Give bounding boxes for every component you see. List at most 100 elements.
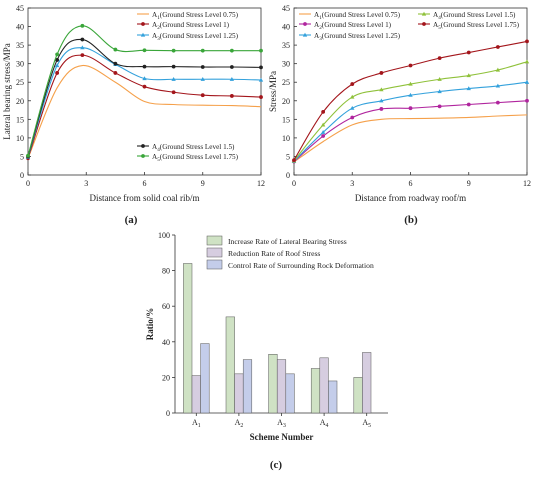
- panel-a-series-2-point: [113, 71, 118, 75]
- panel-c-legend-swatch-3: [206, 259, 223, 270]
- panel-a-line-chart: 0 3 6 9 12 0 5 10 15 20 25 30 35 40 45 Distance from so…: [2, 4, 265, 203]
- panel-b-legend-marker-5: [422, 22, 426, 26]
- panel-b-series-3-point: [495, 83, 501, 88]
- panel-a-series-line-4: [27, 38, 262, 157]
- panel-b-series-2-point: [408, 106, 413, 111]
- panel-b-series-3-point: [466, 86, 471, 91]
- panel-b-series-4-point: [379, 87, 384, 92]
- panel-a-series-5-point: [171, 48, 176, 53]
- panel-a-legend-label-4: A4(Ground Stress Level 1.5): [152, 143, 235, 153]
- panel-c-bar-s3: [328, 380, 338, 414]
- panel-b-series-2-point: [379, 107, 384, 111]
- panel-a-series-5-point: [26, 153, 30, 158]
- panel-b-series-2-point: [437, 104, 442, 109]
- panel-c-bar-s1: [353, 377, 363, 414]
- panel-c-category-label: A4: [320, 418, 329, 429]
- panel-b-series-3-point: [437, 89, 442, 94]
- panel-a-series-3-point: [80, 45, 85, 50]
- panel-b-series-5-point: [408, 63, 413, 68]
- panel-a-y-tick-label: 0: [20, 171, 24, 180]
- panel-b-y-tick-label: 20: [282, 97, 290, 106]
- panel-a-y-tick-label: 25: [16, 78, 24, 87]
- panel-c-y-tick-label: 0: [166, 409, 170, 418]
- panel-a-series-2-point: [229, 94, 234, 98]
- panel-a-series-2-point: [142, 84, 147, 89]
- panel-b-legend-label-2: A2(Ground Stress Level 1): [314, 21, 392, 31]
- panel-b-series-5-point: [466, 50, 471, 55]
- panel-c-category-label: A2: [235, 418, 244, 429]
- panel-a-legend-marker-4: [141, 144, 145, 148]
- panel-b-series-4-point: [320, 122, 326, 127]
- panel-b-y-tick-label: 25: [282, 78, 290, 87]
- panel-b-series-4-point: [408, 81, 413, 86]
- panel-c-legend-swatch-1: [206, 235, 223, 246]
- panel-a-y-tick-label: 35: [16, 41, 24, 50]
- panel-b-y-tick-label: 5: [286, 152, 290, 161]
- panel-b-y-tick-label: 10: [282, 134, 290, 143]
- panel-a-series-4-point: [142, 64, 147, 69]
- panel-a-legend-label-3: A3(Ground Stress Level 1.25): [152, 32, 239, 42]
- panel-c-bar-s2: [276, 359, 287, 414]
- panel-b-series-5-point: [321, 110, 326, 114]
- panel-c-bar-s3: [200, 343, 210, 414]
- panel-c-y-tick-label: 100: [158, 231, 170, 240]
- panel-b-series-3-point: [524, 79, 530, 84]
- panel-a-series-5-point: [113, 47, 118, 52]
- panel-a-series-3-point: [54, 63, 60, 68]
- panel-b-series-5-point: [379, 71, 384, 75]
- panel-a-y-tick-label: 20: [16, 97, 24, 106]
- panel-b-legend-label-3: A3(Ground Stress Level 1.25): [314, 32, 401, 42]
- panel-a-legend-label-1: A1(Ground Stress Level 0.75): [152, 11, 239, 21]
- panel-c-bar-s3: [242, 359, 253, 414]
- panel-b-y-axis-label: Stress/MPa: [268, 71, 278, 112]
- panel-b-series-4-point: [350, 94, 355, 99]
- panel-a-series-5-point: [142, 48, 147, 53]
- panel-a-x-tick-label: 6: [143, 179, 147, 188]
- panel-a-series-4-point: [80, 37, 85, 42]
- panel-c-y-tick-label: 20: [162, 373, 170, 382]
- panel-b-series-5-point: [525, 39, 529, 44]
- panel-c-legend-swatch-2: [206, 247, 223, 258]
- panel-a-series-4-point: [200, 65, 205, 69]
- panel-c-legend-label-2: Reduction Rate of Roof Stress: [228, 249, 320, 258]
- panel-b-series-4-point: [466, 73, 471, 78]
- panel-c-category-label: A3: [277, 418, 286, 429]
- panel-b-y-tick-label: 45: [282, 4, 290, 13]
- panel-c-bar-s1: [310, 368, 321, 414]
- panel-a-x-tick-label: 3: [84, 179, 88, 188]
- panel-c-y-axis-label: Ratio/%: [145, 308, 155, 341]
- panel-b-legend-marker-4: [421, 11, 427, 16]
- panel-a-series-5-point: [80, 23, 85, 28]
- panel-b-label: (b): [404, 214, 418, 226]
- panel-a-y-tick-label: 10: [16, 134, 24, 143]
- panel-b-x-tick-label: 12: [523, 179, 531, 188]
- panel-c-y-tick-label: 60: [162, 302, 170, 311]
- panel-b-series-5-point: [292, 158, 296, 163]
- panel-b-x-tick-label: 9: [467, 179, 471, 188]
- panel-a-series-4-point: [229, 65, 234, 69]
- panel-b-series-5-point: [495, 45, 500, 49]
- panel-b-y-tick-label: 35: [282, 41, 290, 50]
- panel-b-series-4-point: [437, 76, 442, 81]
- panel-b-y-tick-label: 30: [282, 60, 290, 69]
- panel-b-legend-label-1: A1(Ground Stress Level 0.75): [314, 11, 401, 21]
- panel-c-y-tick-label: 40: [162, 338, 170, 347]
- panel-c-category-label: A5: [362, 418, 371, 429]
- panel-b-x-tick-label: 6: [409, 179, 413, 188]
- panel-a-series-5-point: [259, 48, 263, 53]
- panel-c-bar-s2: [234, 373, 244, 414]
- panel-b-series-3-point: [408, 92, 413, 97]
- panel-c-bar-s1: [225, 316, 235, 414]
- panel-c-bar-s2: [319, 357, 329, 414]
- panel-a-y-tick-label: 30: [16, 60, 24, 69]
- panel-a-series-3-point: [171, 76, 176, 81]
- panel-a-x-axis-label: Distance from solid coal rib/m: [90, 193, 200, 203]
- panel-a-series-line-5: [27, 25, 261, 156]
- panel-b-y-tick-label: 40: [282, 23, 290, 32]
- panel-b-series-3-point: [320, 130, 326, 134]
- panel-a-series-2-point: [80, 53, 85, 58]
- panel-b-series-2-point: [495, 100, 500, 105]
- panel-c-category-label: A1: [192, 418, 201, 429]
- panel-a-y-tick-label: 5: [20, 152, 24, 161]
